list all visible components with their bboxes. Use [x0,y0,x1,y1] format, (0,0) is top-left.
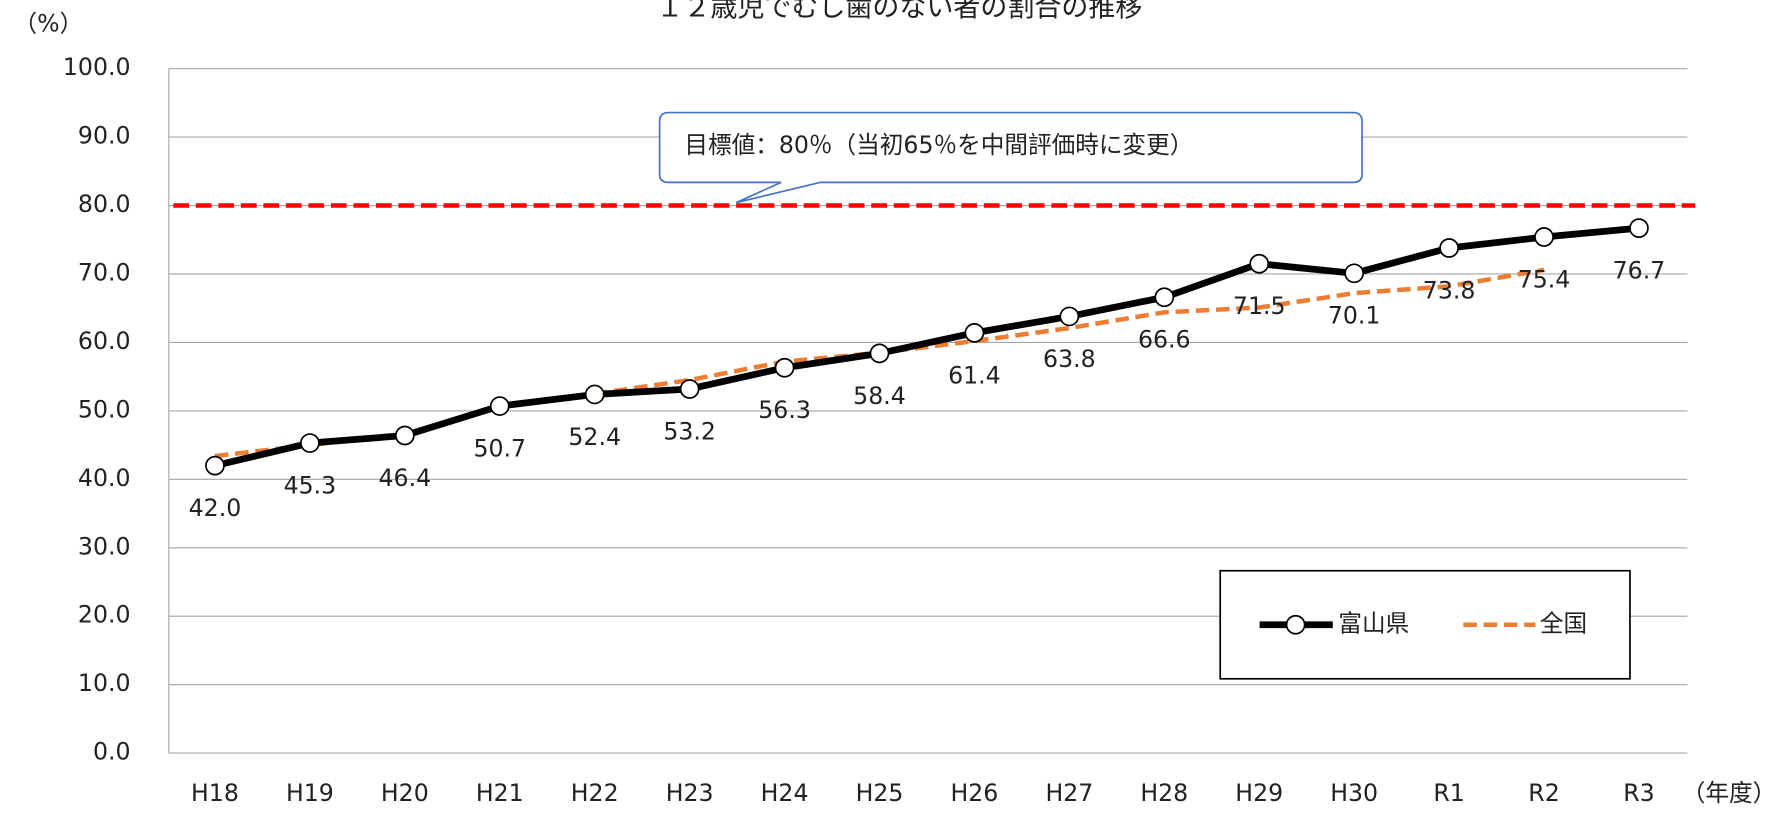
x-tick-label: H20 [381,779,429,807]
chart-title: １２歳児でむし歯のない者の割合の推移 [656,0,1142,24]
x-tick-label: H21 [476,779,524,807]
data-label: 71.5 [1233,292,1286,320]
point [1344,263,1365,284]
annotation: 目標値：80％（当初65％を中間評価時に変更） [684,131,1193,159]
y-tick-label: 0.0 [93,738,131,766]
y-tick-label: 50.0 [78,395,131,423]
data-label: 73.8 [1423,276,1476,304]
x-tick-label: H25 [856,779,904,807]
series-line [214,224,1640,469]
legend-marker [1285,614,1306,635]
y-tick-label: 90.0 [78,122,131,150]
data-label: 75.4 [1518,265,1571,293]
point [489,396,510,416]
data-label: 53.2 [663,417,716,445]
y-tick-label: 40.0 [78,464,131,492]
callout [658,111,1363,204]
point [869,343,890,364]
data-label: 50.7 [473,434,526,462]
point [774,357,795,378]
point [300,433,320,453]
data-label: 56.3 [758,396,811,424]
point [1249,253,1270,274]
y-axis-label: （%） [13,9,83,37]
x-tick-label: H24 [761,779,809,807]
data-label: 58.4 [853,382,906,410]
x-axis-label: （年度） [1682,779,1774,807]
y-tick-label: 70.0 [78,258,131,286]
x-tick-label: H18 [191,779,239,807]
y-tick-label: 80.0 [78,190,131,218]
x-tick-label: H30 [1330,779,1378,807]
point [1534,227,1554,247]
data-label: 66.6 [1138,326,1191,354]
data-label: 70.1 [1328,302,1381,330]
x-tick-label: H28 [1140,779,1188,807]
point [1059,306,1080,327]
point [964,323,985,343]
legend-label: 全国 [1540,609,1587,637]
data-label: 63.8 [1043,345,1096,373]
y-tick-label: 60.0 [78,327,131,355]
x-tick-label: H23 [666,779,714,807]
data-label: 52.4 [568,423,621,451]
data-label: 42.0 [189,494,242,522]
data-label: 45.3 [284,471,337,499]
x-tick-label: H27 [1045,779,1093,807]
x-tick-label: R3 [1623,779,1654,807]
x-tick-label: H22 [571,779,619,807]
y-tick-label: 10.0 [78,669,131,697]
point [1629,218,1649,238]
data-label: 46.4 [379,464,432,492]
y-tick-label: 30.0 [78,532,131,560]
legend-label: 富山県 [1338,609,1409,637]
data-label: 61.4 [948,361,1001,389]
point [1439,238,1459,258]
x-tick-label: H19 [286,779,334,807]
x-tick-label: R2 [1528,779,1559,807]
point [679,379,700,399]
y-tick-label: 20.0 [78,601,131,629]
x-tick-label: R1 [1433,779,1464,807]
point [584,384,605,405]
point [205,455,225,476]
point [1154,287,1175,308]
y-tick-label: 100.0 [63,53,131,81]
x-tick-label: H29 [1235,779,1283,807]
x-tick-label: H26 [951,779,999,807]
data-label: 76.7 [1613,257,1666,285]
point [394,425,415,446]
